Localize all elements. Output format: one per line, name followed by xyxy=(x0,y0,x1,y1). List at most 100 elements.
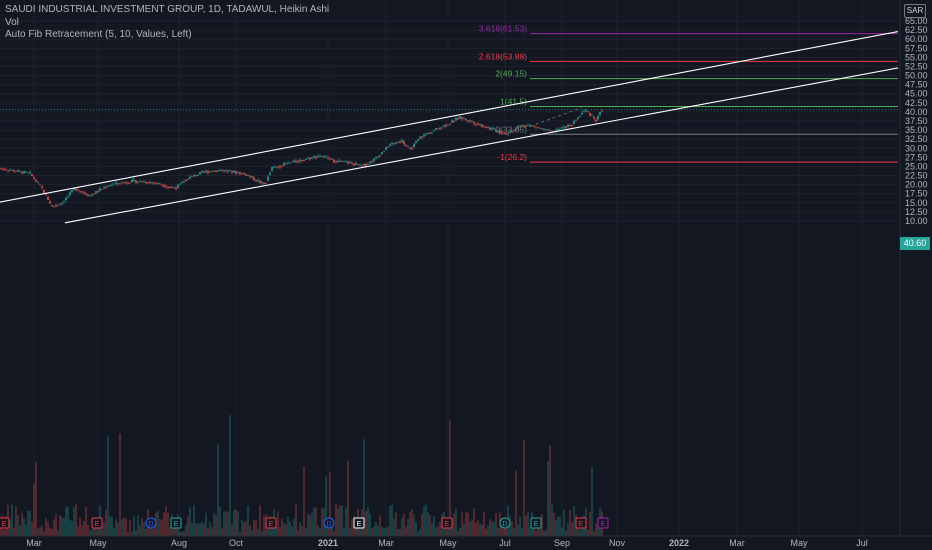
volume-bar xyxy=(565,530,567,536)
candle-body xyxy=(515,128,517,130)
candle-body xyxy=(331,158,333,160)
candle-body xyxy=(1,168,3,170)
currency-badge[interactable]: SAR xyxy=(904,4,926,18)
candle-body xyxy=(135,180,137,183)
channel-lines[interactable] xyxy=(0,31,899,224)
price-axis[interactable]: 65.0062.5060.0057.5055.0052.5050.0047.50… xyxy=(899,0,928,536)
event-marker[interactable]: E xyxy=(530,517,542,529)
volume-bar xyxy=(179,531,181,536)
candle-body xyxy=(101,188,103,190)
volume-bar xyxy=(367,507,369,536)
volume-bar xyxy=(105,509,107,536)
candle-body xyxy=(435,128,437,130)
volume-bar xyxy=(205,512,207,536)
candle-body xyxy=(565,126,567,128)
symbol-title[interactable]: SAUDI INDUSTRIAL INVESTMENT GROUP, 1D, T… xyxy=(5,4,330,15)
candle-body xyxy=(277,166,279,168)
candle-body xyxy=(405,144,407,146)
candle-body xyxy=(487,127,489,128)
volume-bar xyxy=(93,528,95,536)
last-price-label: 40.60 xyxy=(900,237,930,250)
volume-bar xyxy=(351,518,353,536)
volume-bar xyxy=(61,517,63,536)
volume-bar xyxy=(343,527,345,536)
volume-bar xyxy=(19,525,21,536)
candle-body xyxy=(375,157,377,159)
volume-bar xyxy=(89,530,91,536)
candle-body xyxy=(169,186,171,188)
candle-body xyxy=(19,171,21,172)
candle-body xyxy=(237,172,239,174)
candle-body xyxy=(413,143,415,148)
fib-levels[interactable]: 3.618(61.53) 2.618(53.88) 2(49.15) 1(41.5) 0… xyxy=(479,24,898,163)
candle-body xyxy=(453,120,455,122)
volume-bar xyxy=(511,521,513,536)
candle-body xyxy=(63,201,65,203)
candle-body xyxy=(463,118,465,119)
candle-body xyxy=(395,142,397,144)
volume-bar xyxy=(191,522,193,536)
candle-body xyxy=(329,158,331,160)
candle-body xyxy=(591,115,593,117)
volume-legend[interactable]: Vol xyxy=(5,16,19,28)
volume-bar xyxy=(123,517,125,536)
volume-bar xyxy=(373,526,375,536)
volume-bar xyxy=(495,513,497,536)
volume-bar xyxy=(115,519,117,536)
event-marker[interactable]: D xyxy=(499,517,511,529)
volume-bar xyxy=(77,526,79,536)
price-tick-label: 62.50 xyxy=(905,25,928,35)
candle-body xyxy=(399,141,401,144)
volume-bar xyxy=(169,527,171,536)
volume-bar xyxy=(521,527,523,536)
candle-body xyxy=(325,156,327,158)
candle-body xyxy=(497,131,499,132)
price-tick-label: 22.50 xyxy=(905,171,928,181)
event-marker[interactable]: E xyxy=(353,517,365,529)
candle-body xyxy=(363,163,365,166)
event-marker[interactable]: E xyxy=(0,517,10,529)
event-marker[interactable]: E xyxy=(91,517,103,529)
volume-bar xyxy=(15,506,17,536)
event-marker[interactable]: E xyxy=(170,517,182,529)
candle-body xyxy=(197,174,199,176)
event-marker[interactable]: D xyxy=(323,517,335,529)
candle-body xyxy=(247,175,249,176)
event-marker-label: E xyxy=(534,521,539,528)
candle-body xyxy=(467,120,469,122)
candle-body xyxy=(519,126,521,128)
candle-body xyxy=(3,168,5,170)
time-axis[interactable]: Mar May Aug Oct 2021 Mar May Jul Sep Nov 2022 Mar Ma… xyxy=(0,535,932,548)
event-marker[interactable]: D xyxy=(145,517,157,529)
channel-line-upper[interactable] xyxy=(0,31,899,203)
event-marker[interactable]: E xyxy=(265,517,277,529)
volume-bar xyxy=(337,508,339,536)
candle-body xyxy=(25,171,27,173)
candle-body xyxy=(541,128,543,130)
price-tick-label: 10.00 xyxy=(905,216,928,226)
candle-body xyxy=(297,161,299,163)
volume-bar xyxy=(383,527,385,536)
candle-body xyxy=(443,125,445,127)
volume-bar xyxy=(485,528,487,536)
volume-bar xyxy=(291,526,293,536)
volume-bar xyxy=(439,521,441,536)
candle-body xyxy=(287,162,289,164)
candle-body xyxy=(219,170,221,171)
candle-body xyxy=(117,182,119,184)
candle-body xyxy=(193,175,195,176)
fib-legend[interactable]: Auto Fib Retracement (5, 10, Values, Lef… xyxy=(5,29,192,40)
time-tick-label: May xyxy=(89,538,107,548)
volume-bar xyxy=(235,509,237,536)
volume-bar xyxy=(157,510,159,536)
channel-line-lower[interactable] xyxy=(64,67,899,224)
candle-body xyxy=(97,191,99,193)
event-marker[interactable]: E xyxy=(597,517,609,529)
volume-bar xyxy=(83,520,85,536)
candle-body xyxy=(45,194,47,196)
candle-body xyxy=(15,171,17,173)
event-marker[interactable]: E xyxy=(575,517,587,529)
event-marker[interactable]: E xyxy=(441,517,453,529)
